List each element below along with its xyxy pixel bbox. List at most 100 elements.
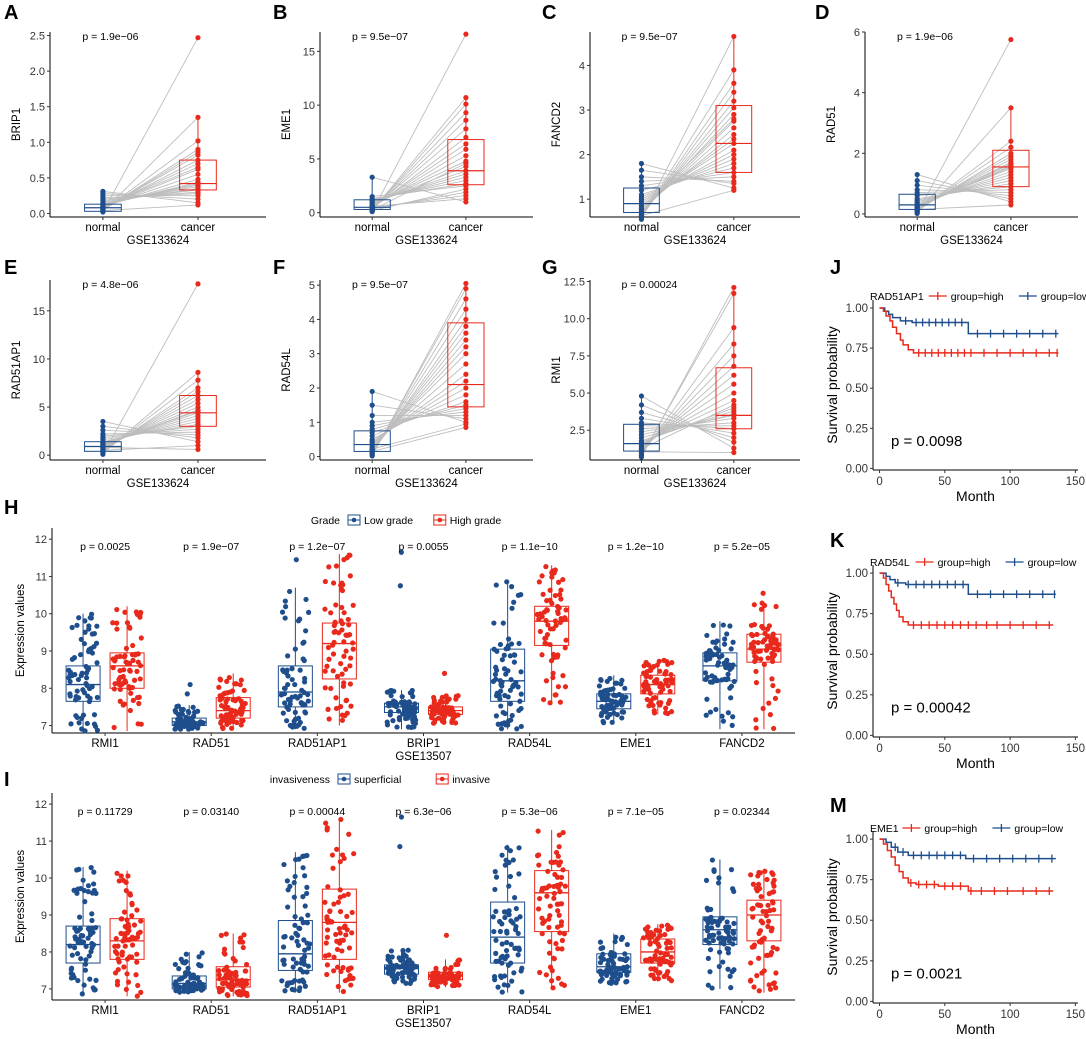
outlier-point [441, 670, 448, 676]
point [298, 699, 304, 706]
y-tick-label: 5.0 [570, 388, 585, 400]
point-cancer [731, 341, 737, 347]
point [773, 985, 779, 991]
point [347, 573, 353, 579]
point [333, 563, 340, 569]
point [612, 939, 618, 945]
point-cancer [463, 31, 469, 37]
point [133, 972, 139, 978]
point [135, 659, 141, 665]
point [491, 620, 497, 626]
point [509, 712, 515, 719]
point [622, 951, 628, 957]
point [410, 719, 416, 725]
y-tick-label: 0 [39, 450, 45, 462]
point [728, 867, 735, 873]
point [600, 720, 607, 726]
point [669, 660, 675, 666]
point [289, 694, 295, 700]
point [68, 970, 74, 977]
point [617, 973, 624, 979]
point [186, 986, 192, 992]
point [619, 709, 625, 715]
y-tick-label: 0.25 [846, 423, 868, 435]
point [537, 969, 543, 976]
point [217, 677, 224, 683]
point [598, 712, 604, 719]
point [292, 922, 298, 928]
p-value: p = 1.9e−06 [897, 31, 953, 43]
point-cancer [731, 165, 737, 171]
point [335, 899, 342, 905]
point [344, 555, 350, 561]
point [515, 952, 521, 958]
point [285, 653, 291, 659]
point [344, 710, 350, 716]
point [182, 973, 188, 979]
point [493, 908, 499, 914]
point [82, 961, 89, 967]
point-cancer [731, 131, 737, 138]
box-group-a [384, 549, 419, 730]
panel-label-e: E [4, 257, 17, 279]
point [773, 970, 779, 976]
point [127, 707, 133, 714]
point [332, 620, 338, 626]
point [728, 985, 734, 991]
p-value: p = 1.1e−10 [502, 541, 558, 553]
point [536, 579, 542, 585]
point [504, 845, 510, 851]
point [507, 848, 514, 854]
legend-title: Grade [311, 515, 340, 527]
point [74, 951, 81, 957]
point [518, 669, 524, 675]
point [112, 943, 118, 949]
point-cancer [463, 153, 469, 159]
point [222, 704, 228, 711]
point [606, 966, 612, 972]
point [516, 707, 522, 714]
y-tick-label: 7 [41, 984, 47, 996]
point [138, 635, 144, 641]
point [233, 711, 239, 717]
point [552, 592, 558, 599]
point [756, 902, 762, 908]
p-value: p = 9.5e−07 [622, 31, 678, 43]
point [94, 623, 100, 629]
point-cancer [463, 361, 469, 367]
point [323, 940, 329, 946]
point [514, 726, 520, 732]
point [556, 862, 562, 868]
point [123, 645, 130, 652]
y-tick-label: 0.50 [846, 915, 868, 927]
y-axis-title: EME1 [281, 109, 293, 140]
point [660, 955, 666, 962]
point-normal [369, 402, 375, 408]
x-axis-title: GSE133624 [127, 478, 190, 490]
point [502, 862, 508, 868]
point [752, 653, 758, 659]
pair-line [372, 198, 466, 207]
point [295, 942, 302, 948]
point [281, 961, 287, 967]
box-group-a [384, 814, 419, 986]
point [704, 674, 710, 680]
point [343, 698, 349, 704]
y-tick-label: 0.25 [846, 690, 868, 702]
pair-line [641, 343, 735, 453]
point [664, 945, 670, 951]
point [238, 677, 244, 683]
point [537, 896, 543, 902]
point [89, 917, 95, 924]
point [78, 956, 84, 962]
x-tick-label: 150 [1066, 476, 1085, 488]
point-cancer [731, 402, 737, 408]
point [134, 959, 140, 965]
point [703, 712, 709, 718]
point [77, 914, 83, 920]
point [657, 961, 663, 967]
point [87, 976, 93, 982]
